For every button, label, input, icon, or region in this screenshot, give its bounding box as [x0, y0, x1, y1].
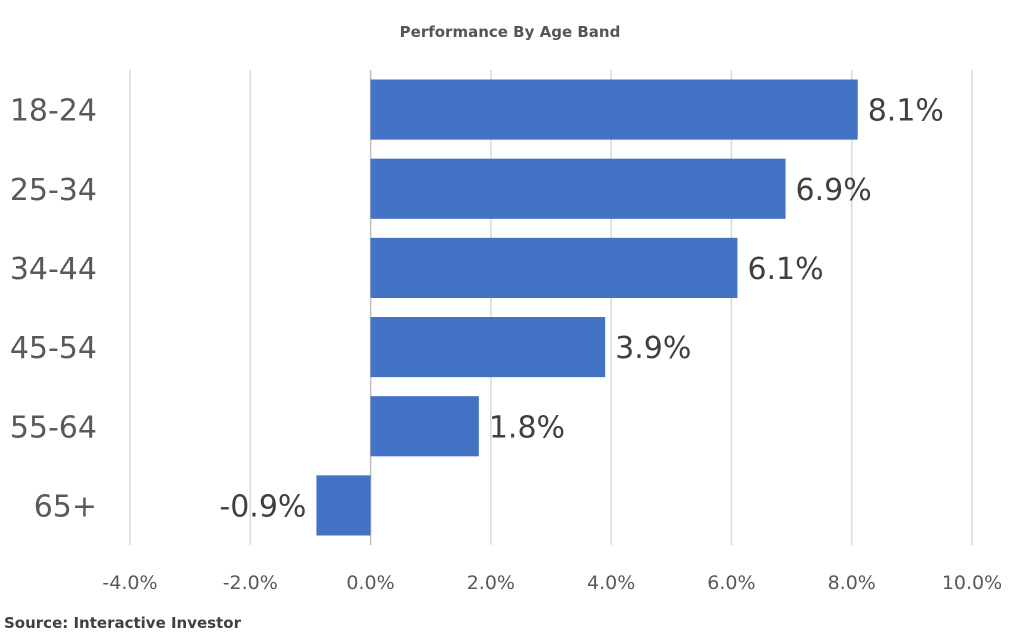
- x-tick-label: 10.0%: [942, 572, 1002, 594]
- data-label: 6.1%: [747, 252, 823, 287]
- bar: [316, 475, 371, 536]
- x-tick-label: 0.0%: [346, 572, 394, 594]
- x-tick-labels: -4.0% -2.0% 0.0% 2.0% 4.0% 6.0% 8.0% 10.0%: [102, 572, 1002, 594]
- data-label: 6.9%: [796, 173, 872, 208]
- data-label: 1.8%: [489, 410, 565, 445]
- x-tick-label: -2.0%: [223, 572, 278, 594]
- category-label: 34-44: [10, 252, 97, 287]
- bar: [370, 237, 738, 298]
- x-tick-label: 2.0%: [467, 572, 515, 594]
- data-labels: 8.1% 6.9% 6.1% 3.9% 1.8% -0.9%: [219, 94, 944, 525]
- data-label: 3.9%: [615, 331, 691, 366]
- x-tick-label: 6.0%: [707, 572, 755, 594]
- category-label: 65+: [34, 489, 97, 524]
- x-tick-label: 8.0%: [828, 572, 876, 594]
- category-label: 18-24: [10, 94, 97, 129]
- bar: [370, 79, 858, 140]
- bar: [370, 317, 606, 378]
- category-label: 55-64: [10, 410, 97, 445]
- bar: [370, 396, 479, 457]
- gridlines: [129, 70, 973, 545]
- source-note: Source: Interactive Investor: [4, 614, 242, 632]
- category-label: 45-54: [10, 331, 97, 366]
- chart-title: Performance By Age Band: [400, 23, 621, 41]
- category-label: 25-34: [10, 173, 97, 208]
- data-label: -0.9%: [219, 489, 306, 524]
- bars: [316, 79, 858, 536]
- x-tick-label: 4.0%: [587, 572, 635, 594]
- x-tick-label: -4.0%: [102, 572, 157, 594]
- bar: [370, 158, 786, 219]
- data-label: 8.1%: [868, 94, 944, 129]
- category-labels: 18-24 25-34 34-44 45-54 55-64 65+: [10, 94, 97, 525]
